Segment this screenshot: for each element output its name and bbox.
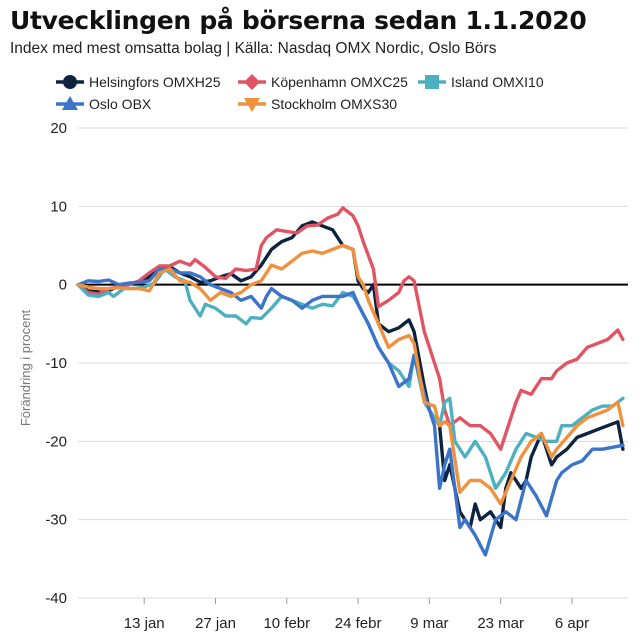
legend-item-stockholm: Stockholm OMXS30 [238,96,397,112]
y-axis: 20 10 0 -10 -20 -30 -40 [45,120,67,607]
x-tick-label: 9 mar [410,615,448,632]
y-tick-label: -40 [45,590,67,607]
series-line-stockholm [76,243,625,506]
y-tick-label: 0 [59,277,67,294]
x-tick-label: 24 febr [335,615,382,632]
legend-label: Stockholm OMXS30 [271,96,397,112]
y-axis-label: Förändring i procent [18,309,33,426]
x-tick-label: 6 apr [555,615,589,632]
series-line-oslo [76,267,625,557]
legend-item-island: Island OMXI10 [418,74,544,90]
x-tick-label: 10 febr [263,615,310,632]
legend-label: Oslo OBX [89,96,152,112]
legend-item-oslo: Oslo OBX [56,96,152,112]
x-tick-label: 23 mar [477,615,524,632]
series-lines [76,206,625,557]
y-tick-label: -10 [45,355,67,372]
y-tick-label: -20 [45,433,67,450]
page-title: Utvecklingen på börserna sedan 1.1.2020 [10,6,587,35]
legend-item-kpenhamn: Köpenhamn OMXC25 [238,74,408,90]
x-tick-label: 13 jan [124,615,165,632]
gridlines [78,127,628,599]
x-axis: 13 jan 27 jan 10 febr 24 febr 9 mar 23 mar 6 a… [124,598,589,632]
legend-item-helsingfors: Helsingfors OMXH25 [56,74,221,90]
legend-label: Helsingfors OMXH25 [89,74,221,90]
legend-marker-triangle-down [244,98,260,112]
series-line-kpenhamn [76,206,625,451]
legend-marker-circle [63,75,77,89]
page-subtitle: Index med mest omsatta bolag | Källa: Na… [10,40,497,57]
x-tick-label: 27 jan [195,615,236,632]
legend: Helsingfors OMXH25 Köpenhamn OMXC25 Island… [56,74,544,112]
y-tick-label: -30 [45,512,67,529]
legend-label: Köpenhamn OMXC25 [271,74,408,90]
y-tick-label: 10 [50,198,67,215]
legend-marker-square [425,75,439,89]
legend-marker-triangle-up [62,96,78,110]
legend-marker-diamond [244,74,260,90]
legend-label: Island OMXI10 [451,74,544,90]
y-tick-label: 20 [50,120,67,137]
